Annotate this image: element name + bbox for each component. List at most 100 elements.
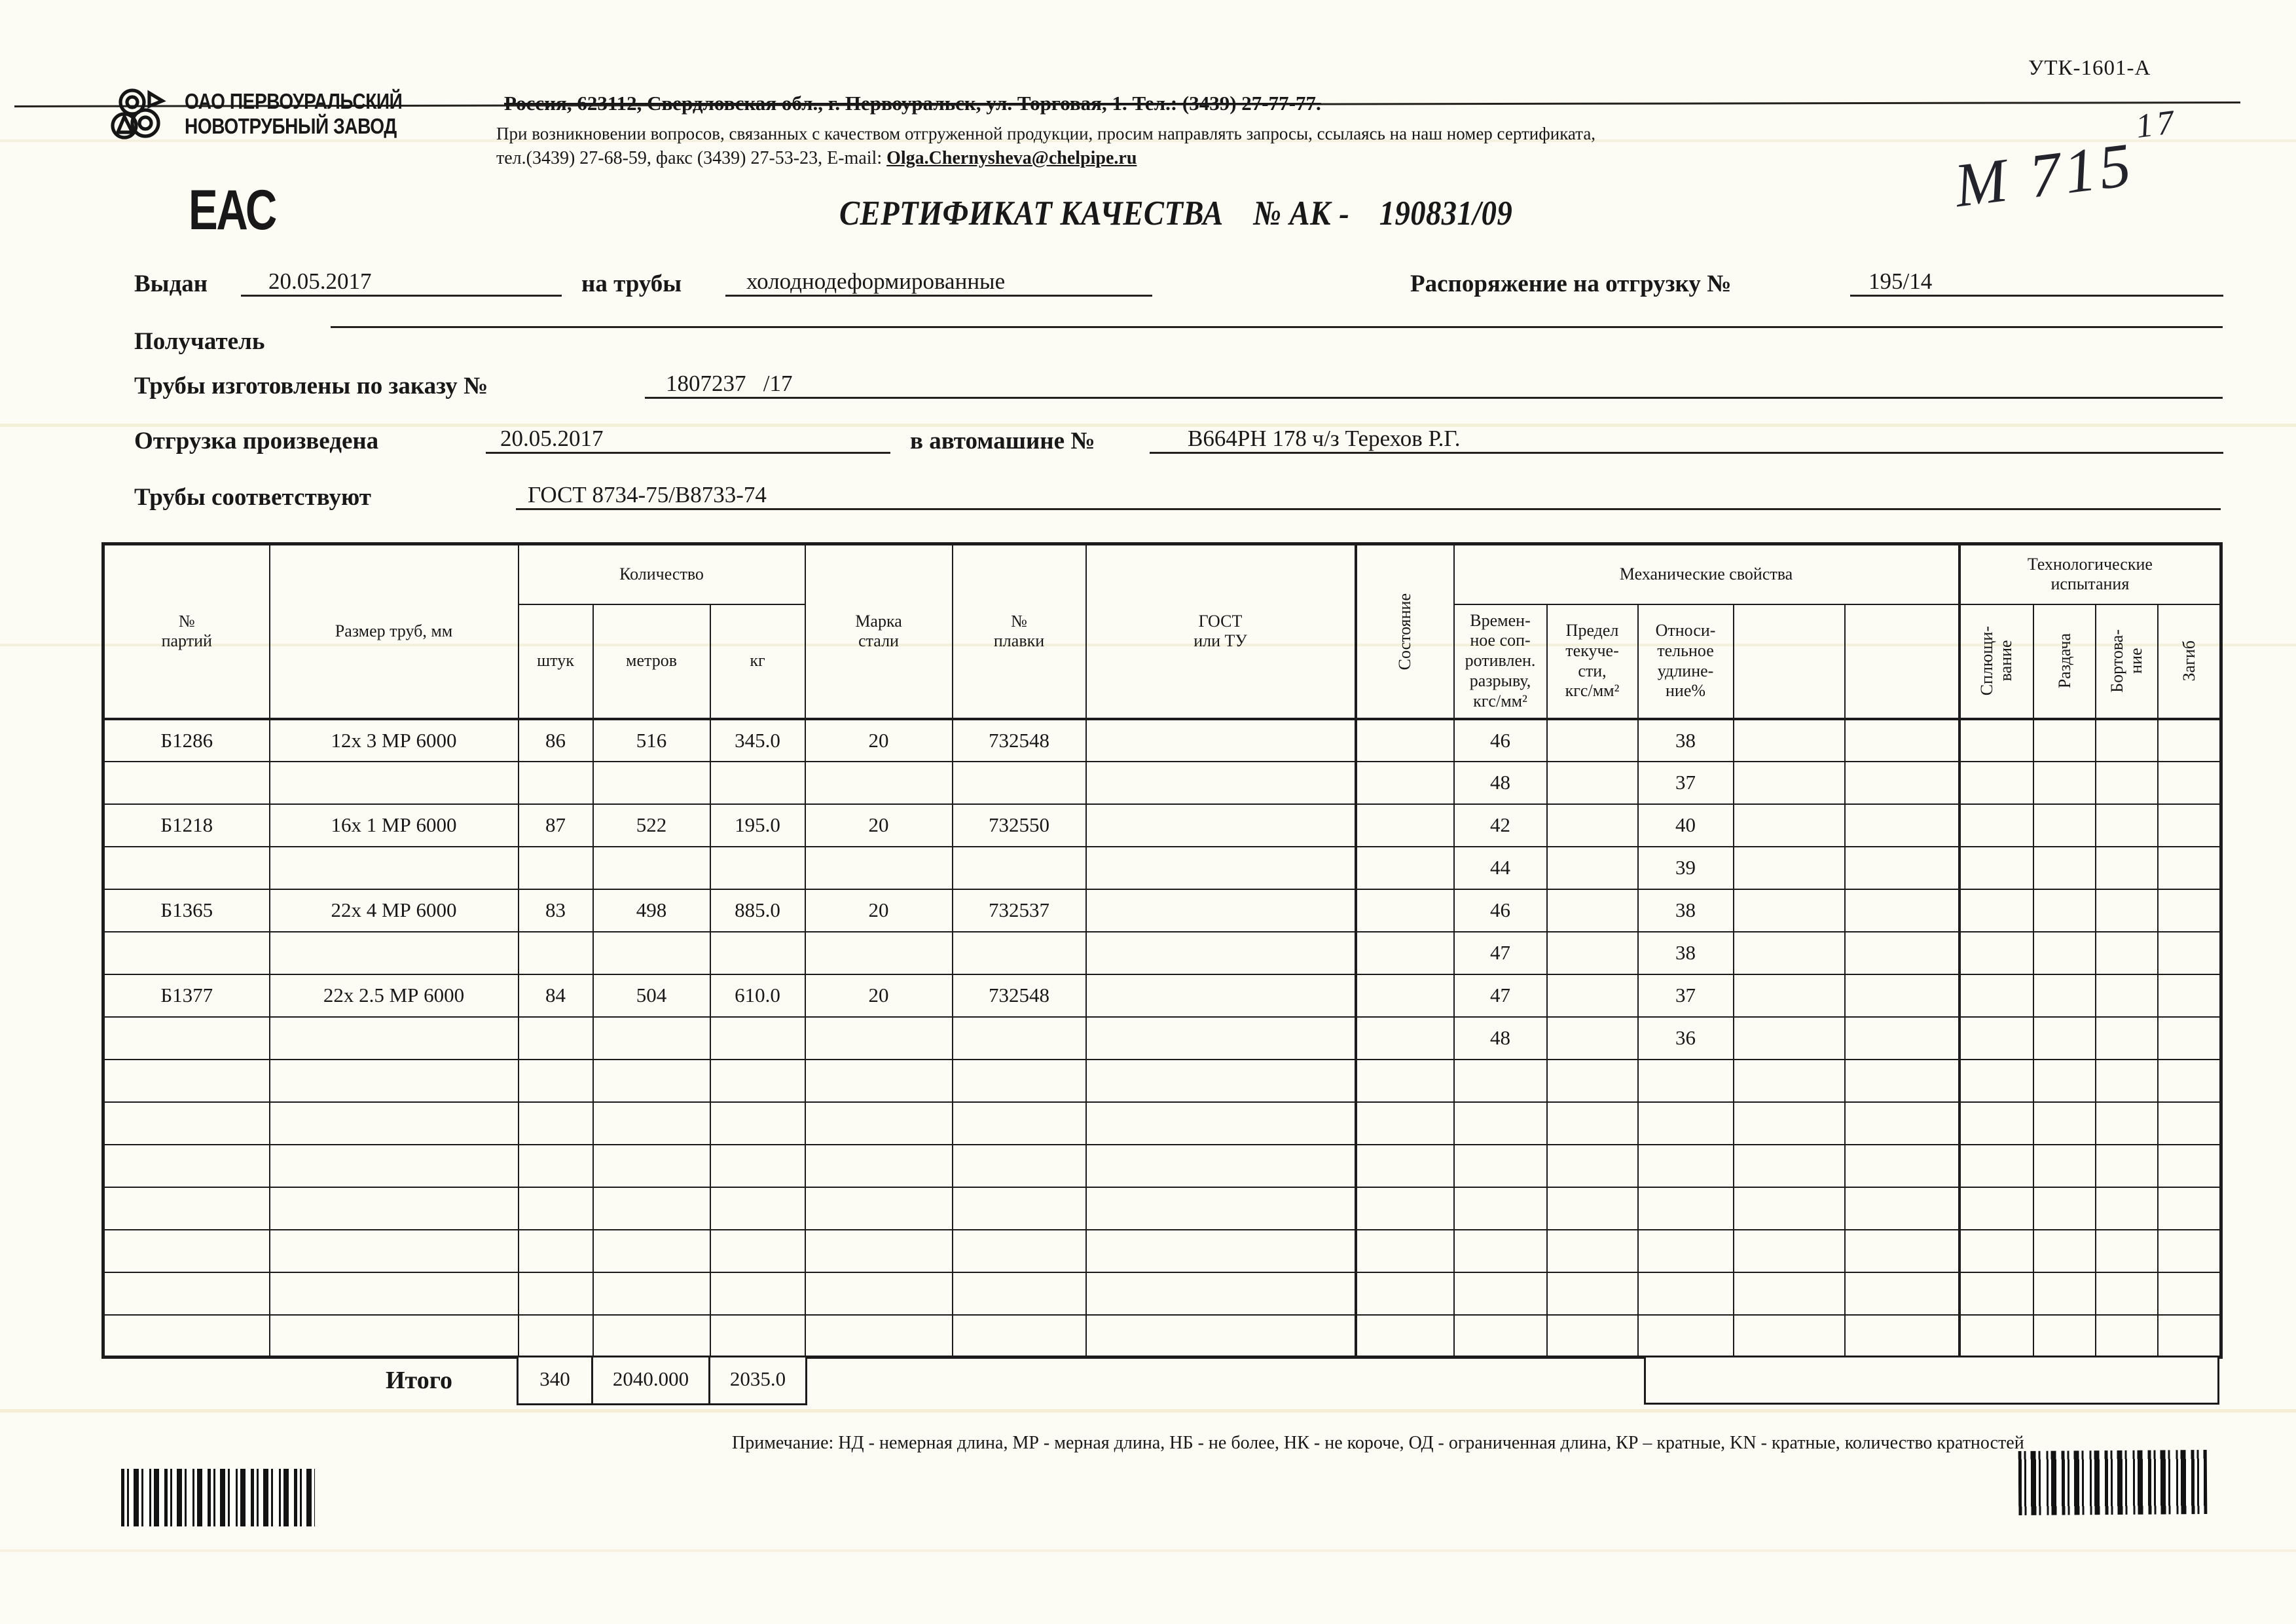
signature-box <box>1644 1357 2219 1405</box>
handwritten-note: М 71517 <box>1951 103 2180 222</box>
table-cell <box>1085 1058 1357 1103</box>
table-cell <box>1732 1314 1846 1358</box>
table-row <box>102 1228 2222 1273</box>
table-cell <box>102 845 270 890</box>
company-logo-icon <box>105 88 181 143</box>
table-cell <box>592 1314 711 1358</box>
table-cell: 38 <box>1637 931 1734 975</box>
table-row <box>102 1186 2222 1230</box>
table-cell <box>517 1228 594 1273</box>
table-cell <box>2094 1186 2159 1230</box>
table-cell <box>2094 1143 2159 1188</box>
scan-streak <box>0 1549 2296 1552</box>
table-cell <box>1453 1314 1548 1358</box>
table-cell <box>2157 1271 2222 1316</box>
table-cell: 87 <box>517 803 594 847</box>
table-cell: 37 <box>1637 760 1734 805</box>
table-cell: 86 <box>517 718 594 762</box>
table-cell <box>2032 1314 2096 1358</box>
table-cell <box>951 1314 1087 1358</box>
table-cell <box>2032 1228 2096 1273</box>
certificate-number: 190831/09 <box>1379 194 1513 232</box>
table-cell <box>517 1186 594 1230</box>
table-cell: 20 <box>804 803 953 847</box>
table-cell <box>2094 1314 2159 1358</box>
table-cell <box>1732 845 1846 890</box>
table-cell: 37 <box>1637 973 1734 1018</box>
made-by-order-label: Трубы изготовлены по заказу № <box>134 373 488 399</box>
table-cell: 12х 3 МР 6000 <box>268 718 519 762</box>
table-cell: 885.0 <box>709 888 806 932</box>
table-cell <box>268 760 519 805</box>
certificate-number-sign: № АК - <box>1253 194 1350 232</box>
table-cell <box>1844 1143 1960 1188</box>
email-link[interactable]: Olga.Chernysheva@chelpipe.ru <box>886 148 1137 168</box>
handwritten-superscript: 17 <box>2134 103 2180 146</box>
table-cell <box>1844 1314 1960 1358</box>
table-row: 48 36 <box>102 1016 2222 1060</box>
table-cell <box>1354 931 1455 975</box>
table-cell <box>804 1101 953 1145</box>
table-cell: 20 <box>804 718 953 762</box>
table-cell <box>1546 931 1639 975</box>
scan-streak <box>0 139 2296 142</box>
recipient-value <box>331 326 2223 328</box>
table-cell: Б1377 <box>102 973 270 1018</box>
table-cell: 498 <box>592 888 711 932</box>
table-cell <box>951 1143 1087 1188</box>
table-row: 47 38 <box>102 931 2222 975</box>
table-cell <box>517 931 594 975</box>
table-cell <box>102 1186 270 1230</box>
table-cell <box>709 1228 806 1273</box>
table-row: 48 37 <box>102 760 2222 805</box>
table-cell <box>1546 973 1639 1018</box>
table-cell <box>1354 973 1455 1018</box>
table-cell <box>517 760 594 805</box>
table-cell <box>268 1228 519 1273</box>
table-cell <box>709 1143 806 1188</box>
table-cell <box>1546 845 1639 890</box>
made-by-order-value: 1807237 /17 <box>645 371 2223 399</box>
table-cell <box>1732 1186 1846 1230</box>
table-cell <box>804 1186 953 1230</box>
table-cell <box>951 1271 1087 1316</box>
truck-label: в автомашине № <box>910 428 1095 454</box>
table-cell <box>1085 1186 1357 1230</box>
table-cell <box>268 1314 519 1358</box>
table-cell: Б1365 <box>102 888 270 932</box>
col-header-tensile: Времен- ное соп- ротивлен. разрыву, кгс/… <box>1453 603 1548 720</box>
table-cell <box>1085 718 1357 762</box>
table-cell <box>1354 1101 1455 1145</box>
table-cell <box>1354 718 1455 762</box>
table-cell <box>1354 845 1455 890</box>
table-cell <box>1546 1228 1639 1273</box>
col-group-tech-tests: Технологические испытания <box>1958 543 2222 605</box>
table-cell <box>592 1058 711 1103</box>
table-cell <box>951 845 1087 890</box>
col-header-flanging: Бортова- ние <box>2094 603 2159 720</box>
table-cell <box>804 931 953 975</box>
table-cell <box>1354 888 1455 932</box>
totals-label: Итого <box>385 1367 453 1394</box>
table-cell <box>2157 888 2222 932</box>
table-cell: 38 <box>1637 718 1734 762</box>
col-header-flattening: Сплющи- вание <box>1958 603 2034 720</box>
table-cell <box>2094 1058 2159 1103</box>
table-cell <box>1546 1101 1639 1145</box>
table-cell <box>517 1101 594 1145</box>
table-cell <box>1958 718 2034 762</box>
table-cell <box>1637 1101 1734 1145</box>
col-header-heat-no: № плавки <box>951 543 1087 720</box>
table-cell <box>951 1058 1087 1103</box>
table-cell <box>2032 931 2096 975</box>
table-cell <box>2157 931 2222 975</box>
table-cell <box>102 1314 270 1358</box>
scan-streak <box>0 1409 2296 1412</box>
table-cell <box>268 1058 519 1103</box>
table-cell: 16х 1 МР 6000 <box>268 803 519 847</box>
table-cell <box>1844 1271 1960 1316</box>
table-cell <box>2157 1228 2222 1273</box>
table-cell <box>709 760 806 805</box>
phone-fax-text: тел.(3439) 27-68-59, факс (3439) 27-53-2… <box>496 148 887 168</box>
